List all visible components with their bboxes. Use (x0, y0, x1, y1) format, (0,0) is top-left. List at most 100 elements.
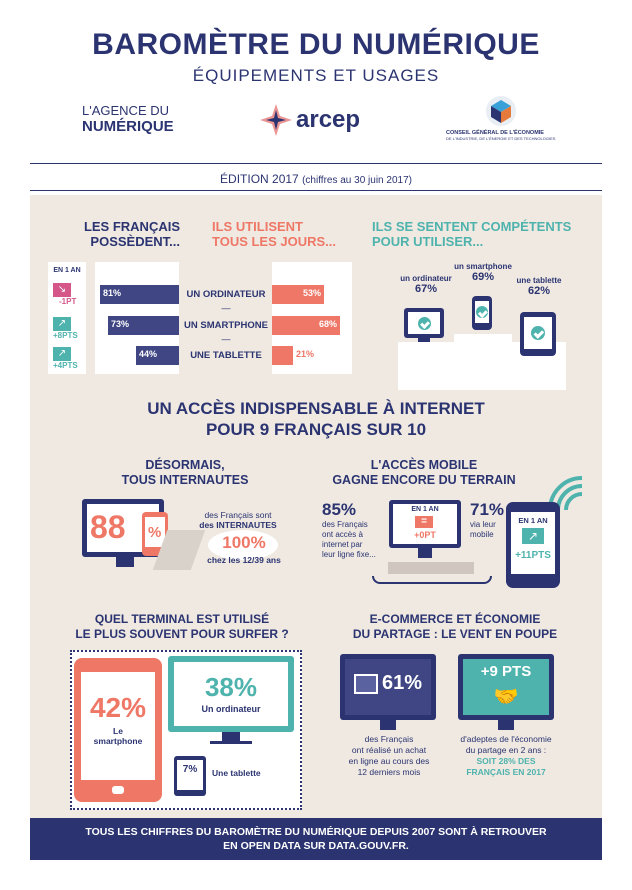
trend-ordinateur: ↘ -1PT (53, 283, 83, 306)
terminal-title: QUEL TERMINAL EST UTILISÉ LE PLUS SOUVEN… (48, 612, 316, 642)
ecom-desc-l4: 12 derniers mois (357, 767, 421, 777)
podium-ordinateur-label: un ordinateur (400, 274, 452, 283)
terminal-smartphone: 42% Le smartphone (74, 658, 162, 802)
podium-tablette-label: une tablette (516, 276, 562, 285)
fixed-desc-l3: internet par (322, 540, 363, 549)
equal-icon: = (415, 516, 433, 528)
podium-ordinateur-value: 67% (414, 283, 438, 295)
terminal-ordinateur-base (210, 741, 252, 744)
podium-smartphone-label: un smartphone (454, 262, 512, 271)
mobile-phone: EN 1 AN ↗ +11PTS (506, 502, 560, 588)
col-header-possess: LES FRANÇAIS POSSÈDENT... (62, 219, 180, 249)
logo-arcep-text: arcep (296, 106, 361, 133)
edition-line: ÉDITION 2017 (chiffres au 30 juin 2017) (0, 172, 632, 186)
arrow-up-icon-3: ↗ (522, 528, 544, 544)
podium-ordinateur-base (418, 338, 430, 342)
terminal-ordinateur-pct: 38% (204, 672, 258, 702)
logo-agence-line1: L'AGENCE DU (82, 103, 170, 118)
bar-daily-smartphone: 68% (272, 316, 340, 335)
share-desc-l1: d'adeptes de l'économie (460, 734, 552, 744)
col-header-competent-l1: ILS SE SENTENT COMPÉTENTS (372, 219, 572, 234)
internautes-title: DÉSORMAIS, TOUS INTERNAUTES (85, 458, 285, 488)
internautes-100-badge (208, 530, 278, 560)
fixed-desc-l2: ont accès à (322, 530, 363, 539)
terminal-smartphone-label-l1: Le (113, 726, 123, 736)
logo-cge-line2: DE L'INDUSTRIE, DE L'ÉNERGIE ET DES TECH… (446, 136, 556, 141)
terminal-ordinateur-stand (222, 732, 240, 742)
row-label-tablette: UNE TABLETTE (190, 350, 262, 361)
col-header-possess-l2: POSSÈDENT... (90, 234, 180, 249)
logo-agence-numerique: L'AGENCE DU NUMÉRIQUE (82, 103, 192, 135)
edition-note: (chiffres au 30 juin 2017) (302, 175, 412, 186)
col-header-daily: ILS UTILISENT TOUS LES JOURS... (212, 219, 352, 249)
router (388, 562, 474, 574)
box-icon (354, 674, 378, 694)
internautes-88: 88 (90, 509, 126, 545)
trend-smartphone: ↗ +8PTS (53, 317, 83, 340)
bar-possess-tablette-value: 44% (139, 349, 158, 359)
row-dash-1: — (221, 303, 231, 313)
internautes-title-l1: DÉSORMAIS, (145, 458, 225, 472)
bar-possess-tablette: 44% (136, 346, 179, 365)
mobile-trend: +11PTS (515, 550, 551, 561)
logo-cge: CONSEIL GÉNÉRAL DE L'ÉCONOMIE DE L'INDUS… (446, 94, 566, 141)
trend-tablette-value: +4PTS (53, 361, 78, 370)
mobile-en-un-an: EN 1 AN (518, 516, 548, 525)
ecom-title-l2: DU PARTAGE : LE VENT EN POUPE (352, 627, 558, 641)
mobile-desc: via leur mobile (470, 520, 510, 540)
internautes-monitor-stand (116, 557, 134, 567)
headline-internet-l1: UN ACCÈS INDISPENSABLE À INTERNET (147, 399, 485, 418)
ecom-monitor: 61% (340, 654, 436, 720)
share-pct: +9 PTS (480, 663, 532, 680)
podium-ordinateur-screen (404, 308, 444, 338)
terminal-tablette: 7% (174, 756, 206, 796)
share-stand (498, 720, 514, 730)
col-header-competent-l2: POUR UTILISER... (372, 234, 484, 249)
fixed-desc-l4: leur ligne fixe... (322, 550, 376, 559)
home-button (112, 786, 124, 794)
podium-tablette-value: 62% (527, 285, 551, 297)
mobile-desc-l1: via leur (470, 520, 496, 529)
bar-daily-ordinateur: 53% (272, 285, 324, 304)
footer-line2[interactable]: EN OPEN DATA SUR DATA.GOUV.FR. (223, 840, 409, 852)
share-desc-l2: du partage en 2 ans : (465, 745, 547, 755)
internautes-pct: % (148, 524, 162, 541)
bar-possess-ordinateur-value: 81% (103, 288, 122, 298)
mobile-title-l2: GAGNE ENCORE DU TERRAIN (332, 473, 516, 487)
terminal-tablette-pct: 7% (182, 764, 198, 775)
ecom-desc-l3: en ligne au cours des (348, 756, 430, 766)
ecom-title-l1: E-COMMERCE ET ÉCONOMIE (369, 612, 541, 626)
mobile-desc-l2: mobile (470, 530, 494, 539)
trend-smartphone-value: +8PTS (53, 331, 78, 340)
col-header-competent: ILS SE SENTENT COMPÉTENTS POUR UTILISER.… (372, 219, 592, 249)
col-header-daily-l2: TOUS LES JOURS... (212, 234, 337, 249)
internautes-100: 100% (222, 533, 266, 552)
podium-ordinateur: un ordinateur 67% (398, 274, 454, 295)
check-circle-icon (418, 317, 431, 330)
share-highlight-l2: FRANÇAIS EN 2017 (466, 767, 546, 777)
fixed-pct: 85% (322, 500, 357, 519)
bar-possess-smartphone: 73% (108, 316, 179, 335)
row-label-ordinateur: UN ORDINATEUR (186, 289, 266, 300)
podium-tablette: une tablette 62% (512, 276, 566, 297)
podium-step-center (454, 334, 512, 346)
podium-smartphone-device (472, 296, 492, 330)
share-highlight-l1: SOIT 28% DES (476, 756, 536, 766)
podium-smartphone: un smartphone 69% (454, 262, 512, 283)
bar-possess-ordinateur: 81% (100, 285, 179, 304)
ecom-title: E-COMMERCE ET ÉCONOMIE DU PARTAGE : LE V… (320, 612, 590, 642)
internautes-desc-l2: des INTERNAUTES (199, 520, 277, 530)
trend-ordinateur-value: -1PT (59, 297, 77, 306)
row-dash-2: — (221, 334, 231, 344)
internautes-desc-l1: des Français sont (204, 510, 272, 520)
logo-cge-line1: CONSEIL GÉNÉRAL DE L'ÉCONOMIE (446, 130, 544, 136)
trend-tablette: ↗ +4PTS (53, 347, 83, 370)
ecom-desc: des Français ont réalisé un achat en lig… (330, 734, 448, 778)
bar-daily-tablette-value: 21% (296, 349, 315, 359)
col-header-daily-l1: ILS UTILISENT (212, 219, 303, 234)
edition-label: ÉDITION 2017 (220, 172, 299, 186)
terminal-smartphone-label: Le smartphone (81, 726, 155, 746)
router-cable (372, 576, 492, 584)
terminal-tablette-label: Une tablette (212, 768, 261, 778)
share-monitor: +9 PTS 🤝 (458, 654, 554, 720)
